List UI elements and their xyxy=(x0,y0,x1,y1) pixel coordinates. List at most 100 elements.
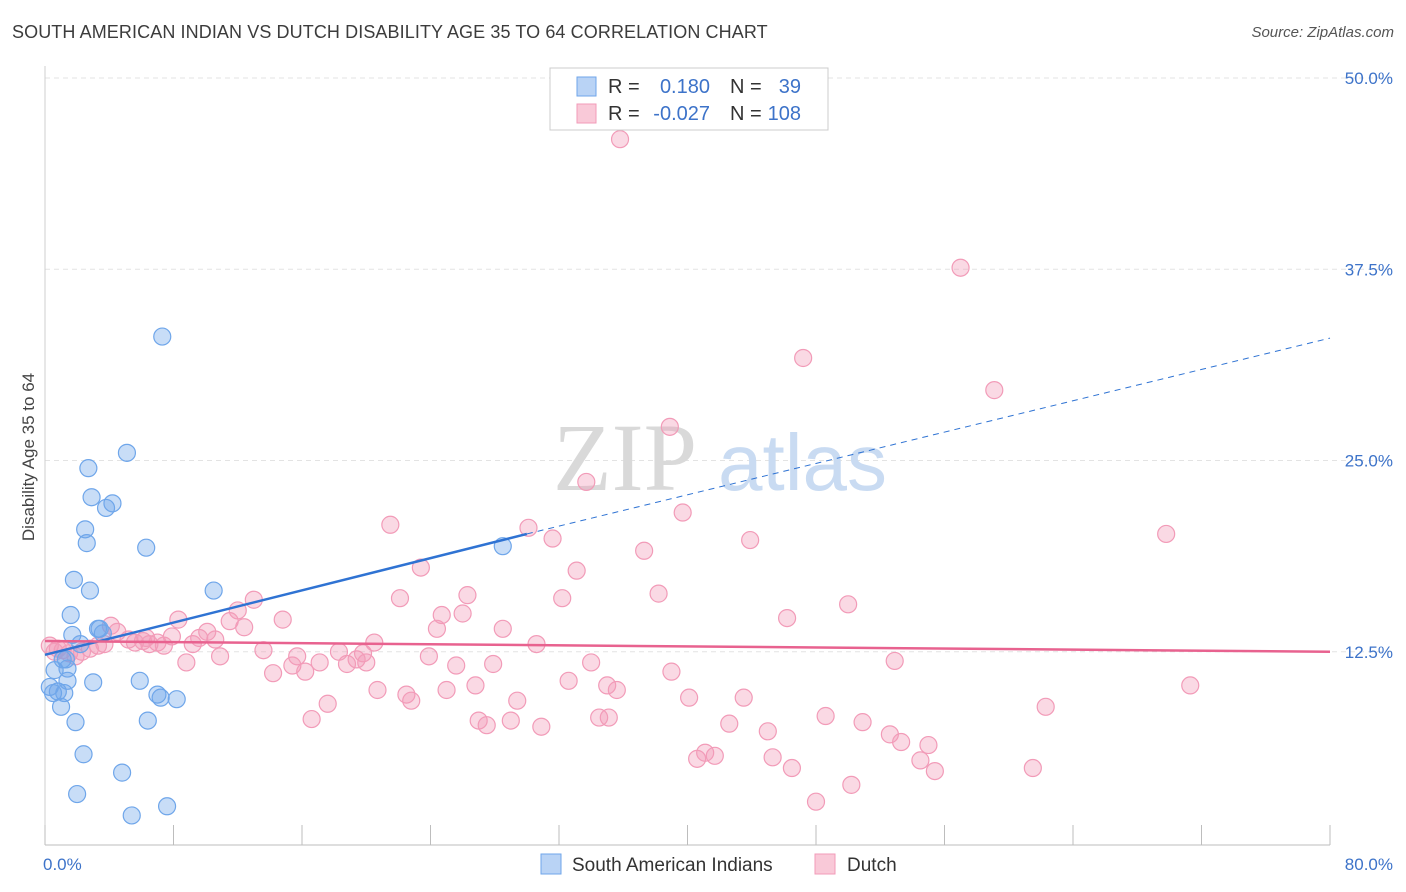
south-american-indian-point-30 xyxy=(122,806,141,825)
dutch-trend-line xyxy=(44,639,1331,653)
legend-n-label-1: N = xyxy=(730,76,762,98)
dutch-point-97 xyxy=(806,792,826,811)
south-american-indian-point-16 xyxy=(74,745,93,764)
dutch-point-96 xyxy=(794,348,813,368)
dutch-point-104 xyxy=(892,732,911,752)
dutch-point-79 xyxy=(610,130,630,149)
south-american-indian-point-37 xyxy=(153,327,172,346)
legend-n-value-1: 39 xyxy=(779,76,801,98)
south-american-indian-point-14 xyxy=(68,784,87,804)
dutch-point-38 xyxy=(310,653,329,672)
dutch-point-85 xyxy=(680,688,699,707)
dutch-point-41 xyxy=(337,654,357,674)
dutch-point-80 xyxy=(635,541,654,560)
dutch-point-31 xyxy=(254,641,273,660)
dutch-point-75 xyxy=(590,708,609,727)
dutch-point-50 xyxy=(402,691,421,710)
dutch-point-19 xyxy=(162,627,181,646)
south-american-indian-point-10 xyxy=(61,605,80,625)
series-legend: South American Indians Dutch xyxy=(540,853,897,876)
dutch-point-52 xyxy=(419,647,438,666)
dutch-point-25 xyxy=(206,630,225,649)
south-american-indian-point-32 xyxy=(138,711,157,730)
south-american-indian-point-19 xyxy=(79,459,98,478)
dutch-point-112 xyxy=(1157,524,1176,544)
dutch-point-105 xyxy=(911,751,930,770)
dutch-point-76 xyxy=(598,676,617,695)
dutch-point-100 xyxy=(842,775,861,794)
dutch-point-48 xyxy=(390,589,410,608)
bottom-legend-swatch-blue xyxy=(540,853,562,875)
south-american-indian-point-20 xyxy=(80,581,100,600)
dutch-point-68 xyxy=(532,717,551,736)
dutch-point-59 xyxy=(466,676,485,695)
legend-r-label-2: R = xyxy=(608,103,640,125)
dutch-point-21 xyxy=(177,653,196,672)
dutch-point-37 xyxy=(302,709,321,729)
y-tick-labels: 12.5% 25.0% 37.5% 50.0% xyxy=(1345,69,1393,662)
bottom-legend-label-blue: South American Indians xyxy=(572,855,773,876)
dutch-point-66 xyxy=(519,518,538,537)
legend-r-label-1: R = xyxy=(608,76,640,98)
x-tick-label-1: 80.0% xyxy=(1345,855,1393,874)
x-tick-label-0: 0.0% xyxy=(43,855,82,874)
dutch-point-94 xyxy=(777,608,797,628)
dutch-point-29 xyxy=(235,618,254,637)
axes xyxy=(44,66,1331,846)
legend-swatch-blue xyxy=(576,76,597,97)
y-axis-label: Disability Age 35 to 64 xyxy=(19,373,38,541)
south-american-indian-point-34 xyxy=(148,685,167,704)
dutch-point-93 xyxy=(763,748,782,767)
dutch-point-81 xyxy=(649,584,668,603)
dutch-point-74 xyxy=(582,653,601,672)
bottom-legend-swatch-pink xyxy=(814,853,836,875)
dutch-point-36 xyxy=(296,662,315,681)
dutch-point-57 xyxy=(453,604,472,623)
dutch-point-70 xyxy=(553,589,572,608)
dutch-point-108 xyxy=(951,258,970,277)
south-american-indian-point-39 xyxy=(204,581,223,600)
dutch-point-53 xyxy=(427,619,447,638)
dutch-point-51 xyxy=(411,558,430,577)
dutch-point-107 xyxy=(925,761,944,781)
dutch-point-92 xyxy=(758,722,777,741)
dutch-point-99 xyxy=(839,595,858,614)
south-american-indian-point-7 xyxy=(56,650,75,669)
dutch-point-35 xyxy=(288,647,307,666)
dutch-point-72 xyxy=(567,561,586,580)
dutch-point-61 xyxy=(477,716,496,735)
dutch-point-58 xyxy=(458,586,477,605)
dutch-point-83 xyxy=(662,662,681,681)
dutch-point-33 xyxy=(273,610,292,629)
south-american-indian-points xyxy=(40,327,512,825)
dutch-point-64 xyxy=(501,711,520,730)
watermark-zip: ZIP xyxy=(553,404,697,511)
dutch-point-98 xyxy=(816,706,835,726)
dutch-point-89 xyxy=(720,714,739,733)
bottom-legend-label-pink: Dutch xyxy=(847,855,897,876)
dutch-point-110 xyxy=(1023,758,1042,778)
x-tick-labels: 0.0% 80.0% xyxy=(43,855,1393,874)
south-american-indian-point-12 xyxy=(64,570,84,589)
dutch-point-46 xyxy=(368,680,387,700)
dutch-point-111 xyxy=(1036,697,1055,716)
south-american-indian-point-27 xyxy=(103,494,122,513)
south-american-indian-point-36 xyxy=(157,797,177,816)
dutch-point-78 xyxy=(607,680,626,700)
dutch-point-47 xyxy=(381,515,400,534)
dutch-point-84 xyxy=(673,503,692,522)
y-tick-label-0: 12.5% xyxy=(1345,643,1393,662)
south-american-indian-point-33 xyxy=(137,538,156,557)
dutch-point-32 xyxy=(263,664,283,683)
south-american-indian-point-18 xyxy=(77,534,96,553)
legend-swatch-pink xyxy=(576,103,597,124)
y-tick-label-3: 50.0% xyxy=(1345,69,1393,88)
dutch-point-109 xyxy=(985,381,1004,400)
dutch-point-91 xyxy=(741,530,760,550)
chart-title: SOUTH AMERICAN INDIAN VS DUTCH DISABILIT… xyxy=(12,22,768,42)
dutch-point-62 xyxy=(484,654,503,674)
dutch-point-90 xyxy=(734,688,753,707)
south-american-indian-trend-line xyxy=(44,532,528,657)
south-american-indian-point-35 xyxy=(151,688,170,707)
